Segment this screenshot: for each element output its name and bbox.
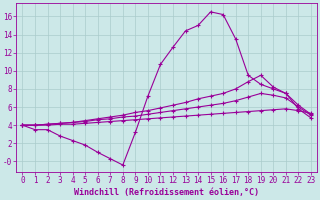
X-axis label: Windchill (Refroidissement éolien,°C): Windchill (Refroidissement éolien,°C) <box>74 188 259 197</box>
